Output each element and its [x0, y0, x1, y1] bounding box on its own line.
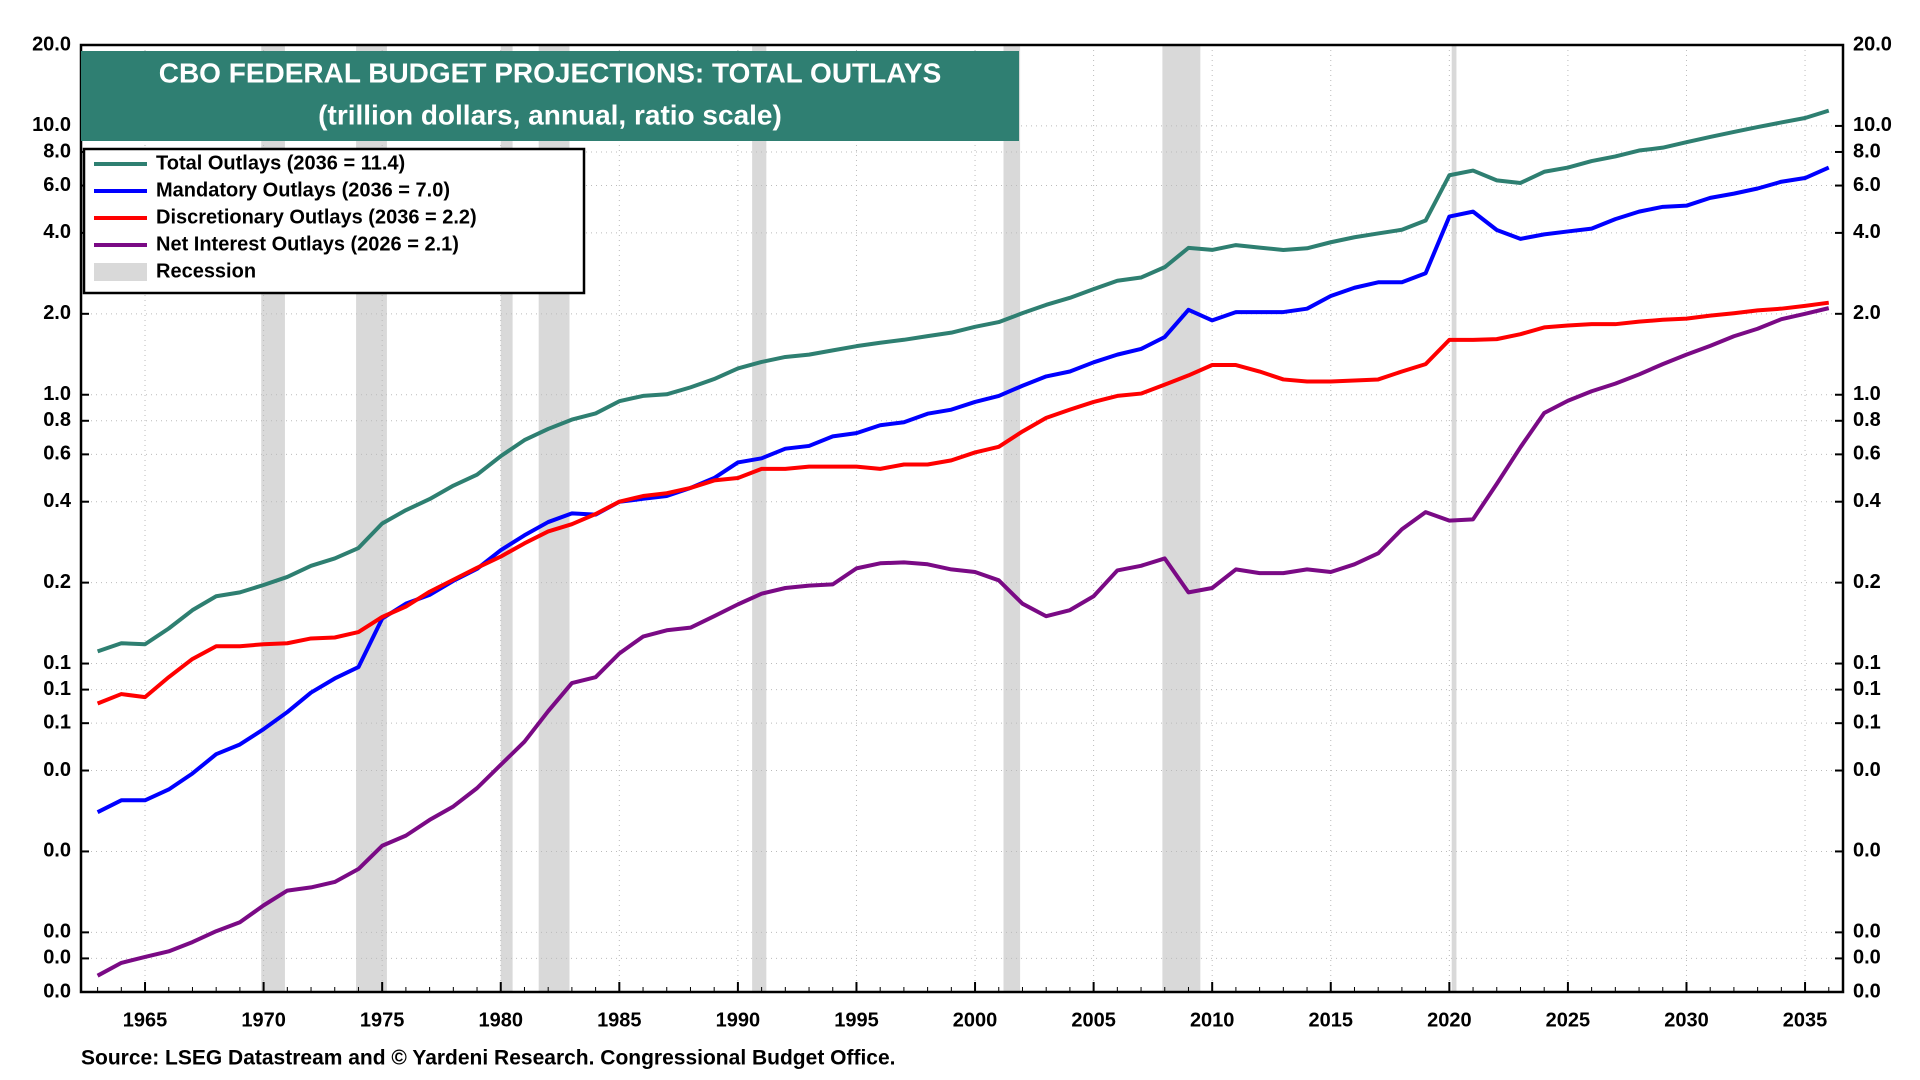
y2-tick-label: 0.1 — [1853, 678, 1881, 700]
recession-band — [500, 45, 513, 992]
y2-tick-label: 0.0 — [1853, 759, 1881, 781]
y-tick-label: 0.0 — [43, 759, 71, 781]
y2-tick-label: 0.1 — [1853, 652, 1881, 674]
y2-tick-label: 0.2 — [1853, 571, 1881, 593]
legend-label: Discretionary Outlays (2036 = 2.2) — [156, 206, 477, 228]
y2-tick-label: 8.0 — [1853, 140, 1881, 162]
x-tick-label: 2015 — [1309, 1009, 1354, 1031]
y-tick-label: 0.8 — [43, 409, 71, 431]
y-tick-label: 0.4 — [43, 490, 72, 512]
y-tick-label: 20.0 — [32, 33, 71, 55]
x-tick-label: 2005 — [1071, 1009, 1116, 1031]
y-tick-label: 0.0 — [43, 980, 71, 1002]
y-tick-label: 6.0 — [43, 174, 71, 196]
legend-box — [82, 147, 586, 295]
y2-tick-label: 1.0 — [1853, 383, 1881, 405]
y2-tick-label: 0.0 — [1853, 840, 1881, 862]
chart-title: CBO FEDERAL BUDGET PROJECTIONS: TOTAL OU… — [159, 57, 942, 88]
recession-band — [1162, 45, 1201, 992]
chart-subtitle: (trillion dollars, annual, ratio scale) — [318, 99, 782, 130]
legend-label: Total Outlays (2036 = 11.4) — [156, 152, 405, 174]
x-tick-label: 2030 — [1664, 1009, 1709, 1031]
x-tick-label: 1975 — [360, 1009, 405, 1031]
x-tick-label: 1970 — [241, 1009, 286, 1031]
x-tick-label: 1965 — [123, 1009, 168, 1031]
y2-tick-label: 0.0 — [1853, 947, 1881, 969]
y-tick-label: 0.2 — [43, 571, 71, 593]
y-tick-label: 0.0 — [43, 947, 71, 969]
y2-tick-label: 0.0 — [1853, 921, 1881, 943]
legend-label: Mandatory Outlays (2036 = 7.0) — [156, 179, 450, 201]
series-line — [96, 300, 1830, 706]
y2-tick-label: 20.0 — [1853, 33, 1892, 55]
y-tick-label: 0.0 — [43, 921, 71, 943]
x-tick-label: 2035 — [1783, 1009, 1828, 1031]
y-tick-label: 0.1 — [43, 678, 71, 700]
legend-label: Net Interest Outlays (2026 = 2.1) — [156, 233, 459, 255]
y2-tick-label: 0.1 — [1853, 711, 1881, 733]
recession-band — [1003, 45, 1021, 992]
y2-tick-label: 6.0 — [1853, 174, 1881, 196]
x-tick-label: 2020 — [1427, 1009, 1472, 1031]
y2-tick-label: 10.0 — [1853, 114, 1892, 136]
plot-frame — [79, 43, 1845, 994]
x-tick-label: 2000 — [953, 1009, 998, 1031]
y-tick-label: 0.6 — [43, 443, 71, 465]
x-tick-label: 1990 — [716, 1009, 761, 1031]
y-tick-label: 0.1 — [43, 652, 71, 674]
title-box — [81, 51, 1019, 141]
y2-tick-label: 0.6 — [1853, 443, 1881, 465]
x-tick-label: 1980 — [478, 1009, 523, 1031]
y2-tick-label: 0.4 — [1853, 490, 1882, 512]
source-note: Source: LSEG Datastream and © Yardeni Re… — [81, 1047, 896, 1070]
y-tick-label: 8.0 — [43, 140, 71, 162]
y-tick-label: 10.0 — [32, 114, 71, 136]
x-tick-label: 2010 — [1190, 1009, 1235, 1031]
y-tick-label: 0.1 — [43, 711, 71, 733]
y2-tick-label: 2.0 — [1853, 302, 1881, 324]
series-line — [96, 306, 1830, 978]
y2-tick-label: 4.0 — [1853, 221, 1881, 243]
y2-tick-label: 0.8 — [1853, 409, 1881, 431]
x-tick-label: 1985 — [597, 1009, 642, 1031]
x-tick-label: 2025 — [1546, 1009, 1591, 1031]
y-tick-label: 1.0 — [43, 383, 71, 405]
recession-band — [752, 45, 767, 992]
y-tick-label: 0.0 — [43, 840, 71, 862]
series-line — [96, 108, 1830, 654]
x-tick-label: 1995 — [834, 1009, 879, 1031]
legend-label: Recession — [156, 260, 256, 282]
y2-tick-label: 0.0 — [1853, 980, 1881, 1002]
y-tick-label: 4.0 — [43, 221, 71, 243]
legend-swatch — [94, 263, 147, 281]
y-tick-label: 2.0 — [43, 302, 71, 324]
